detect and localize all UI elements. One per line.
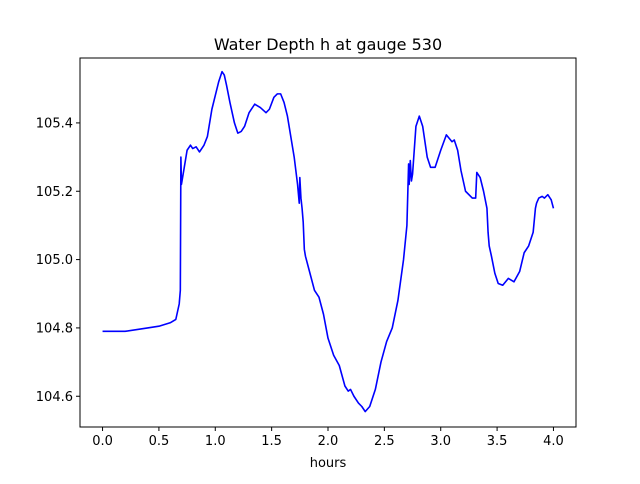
data-layer xyxy=(102,70,555,413)
x-tick-label: 0.0 xyxy=(92,434,113,449)
x-tick-label: 4.0 xyxy=(543,434,564,449)
x-axis-label: hours xyxy=(310,456,347,471)
y-tick-label: 105.2 xyxy=(36,185,73,200)
x-tick-label: 3.5 xyxy=(487,434,508,449)
chart-title: Water Depth h at gauge 530 xyxy=(214,35,442,54)
series-line-0 xyxy=(102,70,555,413)
y-tick-label: 104.8 xyxy=(36,321,73,336)
x-axis: 0.0 0.5 1.0 1.5 2.0 2.5 3.0 3.5 4.0 xyxy=(92,427,564,449)
x-tick-label: 1.5 xyxy=(261,434,282,449)
x-tick-label: 1.0 xyxy=(205,434,226,449)
y-tick-label: 105.4 xyxy=(36,116,73,131)
x-tick-label: 0.5 xyxy=(149,434,170,449)
x-tick-label: 2.5 xyxy=(374,434,395,449)
y-tick-label: 104.6 xyxy=(36,390,73,405)
x-tick-label: 2.0 xyxy=(318,434,339,449)
x-tick-label: 3.0 xyxy=(430,434,451,449)
y-axis: 104.6 104.8 105.0 105.2 105.4 xyxy=(36,116,80,405)
y-tick-label: 105.0 xyxy=(36,253,73,268)
